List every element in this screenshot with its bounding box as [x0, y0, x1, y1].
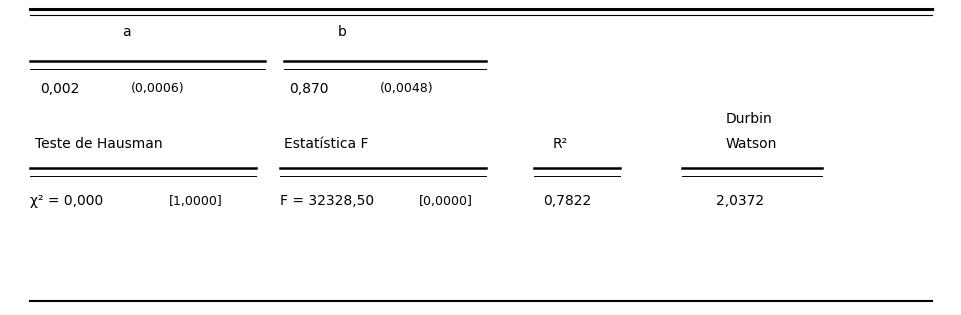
Text: Teste de Hausman: Teste de Hausman: [35, 137, 162, 151]
Text: [1,0000]: [1,0000]: [169, 195, 223, 208]
Text: R²: R²: [553, 137, 568, 151]
Text: 0,002: 0,002: [39, 82, 79, 96]
Text: 0,7822: 0,7822: [543, 194, 591, 208]
Text: Estatística F: Estatística F: [284, 137, 368, 151]
Text: (0,0006): (0,0006): [131, 82, 185, 95]
Text: Watson: Watson: [725, 137, 776, 151]
Text: a: a: [122, 25, 131, 39]
Text: χ² = 0,000: χ² = 0,000: [30, 194, 104, 208]
Text: [0,0000]: [0,0000]: [418, 195, 472, 208]
Text: (0,0048): (0,0048): [380, 82, 433, 95]
Text: Durbin: Durbin: [725, 112, 772, 126]
Text: F = 32328,50: F = 32328,50: [280, 194, 373, 208]
Text: 0,870: 0,870: [289, 82, 329, 96]
Text: 2,0372: 2,0372: [715, 194, 763, 208]
Text: b: b: [337, 25, 346, 39]
